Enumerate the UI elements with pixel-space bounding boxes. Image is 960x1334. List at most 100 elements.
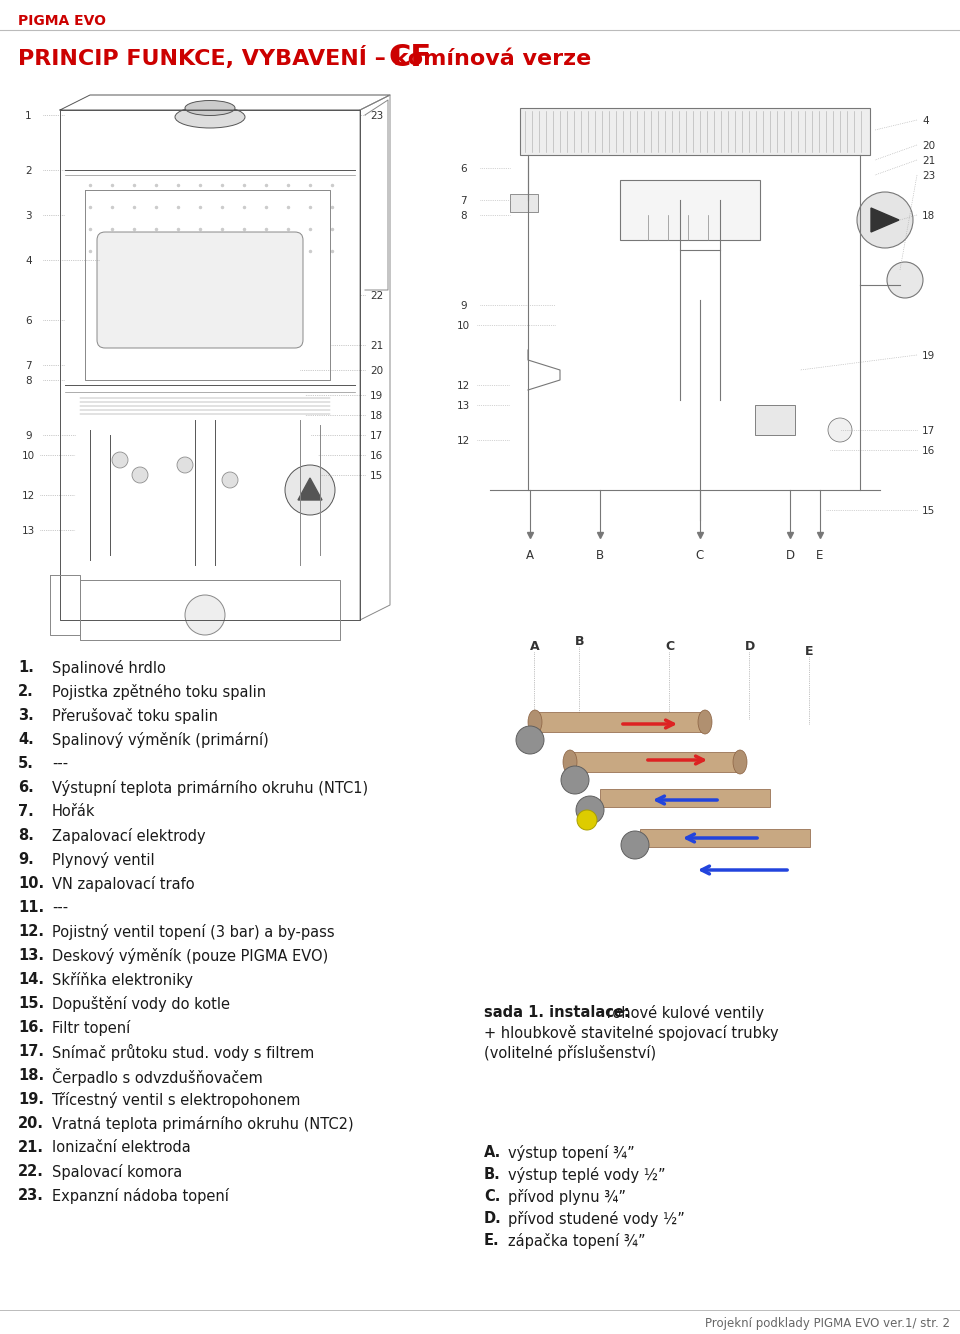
Text: CF: CF (388, 43, 431, 72)
Text: PIGMA EVO: PIGMA EVO (18, 13, 106, 28)
Text: PRINCIP FUNKCE, VYBAVENÍ – komínová verze: PRINCIP FUNKCE, VYBAVENÍ – komínová verz… (18, 45, 599, 69)
Bar (520, 108, 870, 155)
Text: Expanzní nádoba topení: Expanzní nádoba topení (52, 1189, 228, 1205)
Text: 6.: 6. (18, 780, 34, 795)
Circle shape (621, 831, 649, 859)
Ellipse shape (563, 750, 577, 774)
Circle shape (185, 595, 225, 635)
Text: 17.: 17. (18, 1045, 44, 1059)
Text: 13: 13 (457, 402, 470, 411)
Text: 3.: 3. (18, 708, 34, 723)
Text: E.: E. (484, 1233, 499, 1249)
Bar (570, 752, 740, 772)
Text: 8: 8 (25, 376, 32, 386)
Text: 16.: 16. (18, 1021, 44, 1035)
Text: Čerpadlo s odvzdušňovačem: Čerpadlo s odvzdušňovačem (52, 1069, 263, 1086)
Text: 19: 19 (922, 351, 935, 362)
Text: 2: 2 (25, 165, 32, 176)
Circle shape (857, 192, 913, 248)
Text: 1: 1 (25, 111, 32, 121)
Text: přívod plynu ¾”: přívod plynu ¾” (508, 1189, 626, 1205)
Text: 7.: 7. (18, 804, 34, 819)
Text: Ionizační elektroda: Ionizační elektroda (52, 1141, 191, 1155)
Text: 15.: 15. (18, 996, 44, 1011)
Ellipse shape (698, 710, 712, 734)
Text: B.: B. (484, 1167, 501, 1182)
Text: Deskový výměník (pouze PIGMA EVO): Deskový výměník (pouze PIGMA EVO) (52, 948, 328, 964)
Text: 12: 12 (457, 382, 470, 391)
Text: 18: 18 (922, 211, 935, 221)
Text: Filtr topení: Filtr topení (52, 1021, 131, 1037)
Circle shape (887, 261, 923, 297)
Text: Spalovací komora: Spalovací komora (52, 1165, 182, 1181)
Text: 16: 16 (370, 451, 383, 462)
Text: 13.: 13. (18, 948, 44, 963)
Text: 20: 20 (370, 366, 383, 376)
Text: 1.: 1. (18, 660, 34, 675)
Text: 19.: 19. (18, 1093, 44, 1107)
Text: 4.: 4. (18, 732, 34, 747)
Text: 3: 3 (25, 211, 32, 221)
Bar (755, 406, 795, 435)
Text: Výstupní teplota primárního okruhu (NTC1): Výstupní teplota primárního okruhu (NTC1… (52, 780, 368, 796)
Text: 7: 7 (25, 362, 32, 371)
Text: 23: 23 (370, 111, 383, 121)
Circle shape (132, 467, 148, 483)
Circle shape (285, 466, 335, 515)
Circle shape (112, 452, 128, 468)
Text: 18: 18 (370, 411, 383, 422)
Text: Plynový ventil: Plynový ventil (52, 852, 155, 868)
Circle shape (828, 418, 852, 442)
Text: Pojistka zpětného toku spalin: Pojistka zpětného toku spalin (52, 684, 266, 700)
Text: 17: 17 (922, 426, 935, 436)
Text: 10: 10 (22, 451, 36, 462)
Text: Skříňka elektroniky: Skříňka elektroniky (52, 972, 193, 988)
Text: 13: 13 (22, 526, 36, 536)
Text: C: C (665, 640, 674, 654)
FancyBboxPatch shape (97, 232, 303, 348)
Text: výstup teplé vody ½”: výstup teplé vody ½” (508, 1167, 665, 1183)
Text: 2.: 2. (18, 684, 34, 699)
Text: 23: 23 (922, 171, 935, 181)
Circle shape (177, 458, 193, 474)
Text: 22.: 22. (18, 1165, 44, 1179)
Ellipse shape (528, 710, 542, 734)
Circle shape (577, 810, 597, 830)
Bar (640, 828, 810, 847)
Text: 12.: 12. (18, 924, 44, 939)
Text: VN zapalovací trafo: VN zapalovací trafo (52, 876, 195, 892)
Text: 18.: 18. (18, 1069, 44, 1083)
Text: 9.: 9. (18, 852, 34, 867)
Text: 22: 22 (370, 291, 383, 301)
Text: D: D (785, 550, 795, 562)
Ellipse shape (733, 750, 747, 774)
Text: Spalinové hrdlo: Spalinové hrdlo (52, 660, 166, 676)
Text: D.: D. (484, 1211, 502, 1226)
Text: 15: 15 (370, 471, 383, 482)
Text: A: A (530, 640, 540, 654)
Text: B: B (596, 550, 604, 562)
Text: Přerušovač toku spalin: Přerušovač toku spalin (52, 708, 218, 724)
Text: 17: 17 (370, 431, 383, 442)
Circle shape (516, 726, 544, 754)
Text: Hořák: Hořák (52, 804, 95, 819)
Text: 21.: 21. (18, 1141, 44, 1155)
Text: D: D (745, 640, 756, 654)
Text: Třícestný ventil s elektropohonem: Třícestný ventil s elektropohonem (52, 1093, 300, 1109)
Text: ---: --- (52, 900, 68, 915)
Text: 12: 12 (22, 491, 36, 502)
Text: 11.: 11. (18, 900, 44, 915)
Text: 6: 6 (460, 164, 467, 173)
Text: 9: 9 (25, 431, 32, 442)
Text: Spalinový výměník (primární): Spalinový výměník (primární) (52, 732, 269, 748)
Text: Dopuštění vody do kotle: Dopuštění vody do kotle (52, 996, 230, 1013)
Text: 19: 19 (370, 391, 383, 402)
Bar (600, 788, 770, 807)
Bar (510, 193, 538, 212)
Text: 10: 10 (457, 321, 470, 331)
Text: 4: 4 (25, 256, 32, 265)
Text: E: E (816, 550, 824, 562)
Text: Snímač průtoku stud. vody s filtrem: Snímač průtoku stud. vody s filtrem (52, 1045, 314, 1061)
Text: 21: 21 (922, 156, 935, 165)
Text: 20: 20 (922, 141, 935, 151)
